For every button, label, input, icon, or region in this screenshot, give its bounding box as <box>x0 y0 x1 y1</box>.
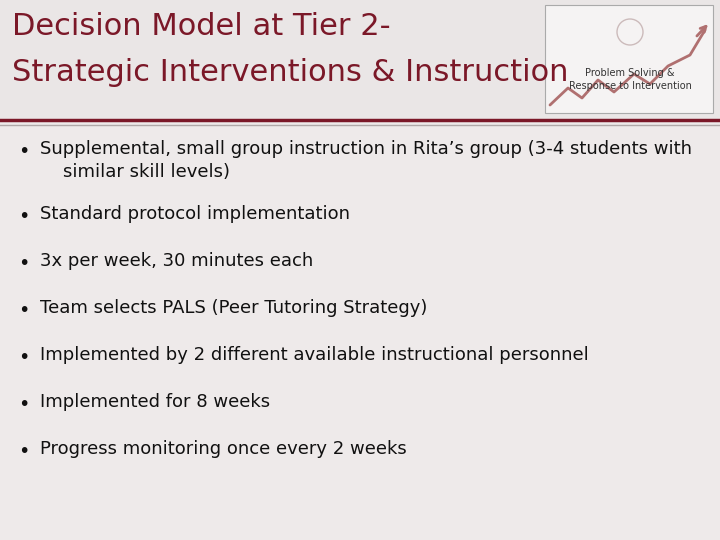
Text: Supplemental, small group instruction in Rita’s group (3-4 students with
    sim: Supplemental, small group instruction in… <box>40 140 692 181</box>
Text: Decision Model at Tier 2-: Decision Model at Tier 2- <box>12 12 391 41</box>
Text: •: • <box>18 254 30 273</box>
Text: Team selects PALS (Peer Tutoring Strategy): Team selects PALS (Peer Tutoring Strateg… <box>40 299 428 317</box>
Text: Standard protocol implementation: Standard protocol implementation <box>40 205 350 223</box>
Text: Implemented for 8 weeks: Implemented for 8 weeks <box>40 393 270 411</box>
Text: Strategic Interventions & Instruction: Strategic Interventions & Instruction <box>12 58 569 87</box>
Text: Progress monitoring once every 2 weeks: Progress monitoring once every 2 weeks <box>40 440 407 458</box>
Text: •: • <box>18 442 30 461</box>
Text: •: • <box>18 301 30 320</box>
Text: Problem Solving &
Response to Intervention: Problem Solving & Response to Interventi… <box>569 68 691 91</box>
Text: •: • <box>18 395 30 414</box>
Text: Implemented by 2 different available instructional personnel: Implemented by 2 different available ins… <box>40 346 589 364</box>
Text: 3x per week, 30 minutes each: 3x per week, 30 minutes each <box>40 252 313 270</box>
Text: •: • <box>18 348 30 367</box>
Text: •: • <box>18 207 30 226</box>
Text: •: • <box>18 142 30 161</box>
Bar <box>0 0 720 118</box>
Bar <box>545 5 713 113</box>
